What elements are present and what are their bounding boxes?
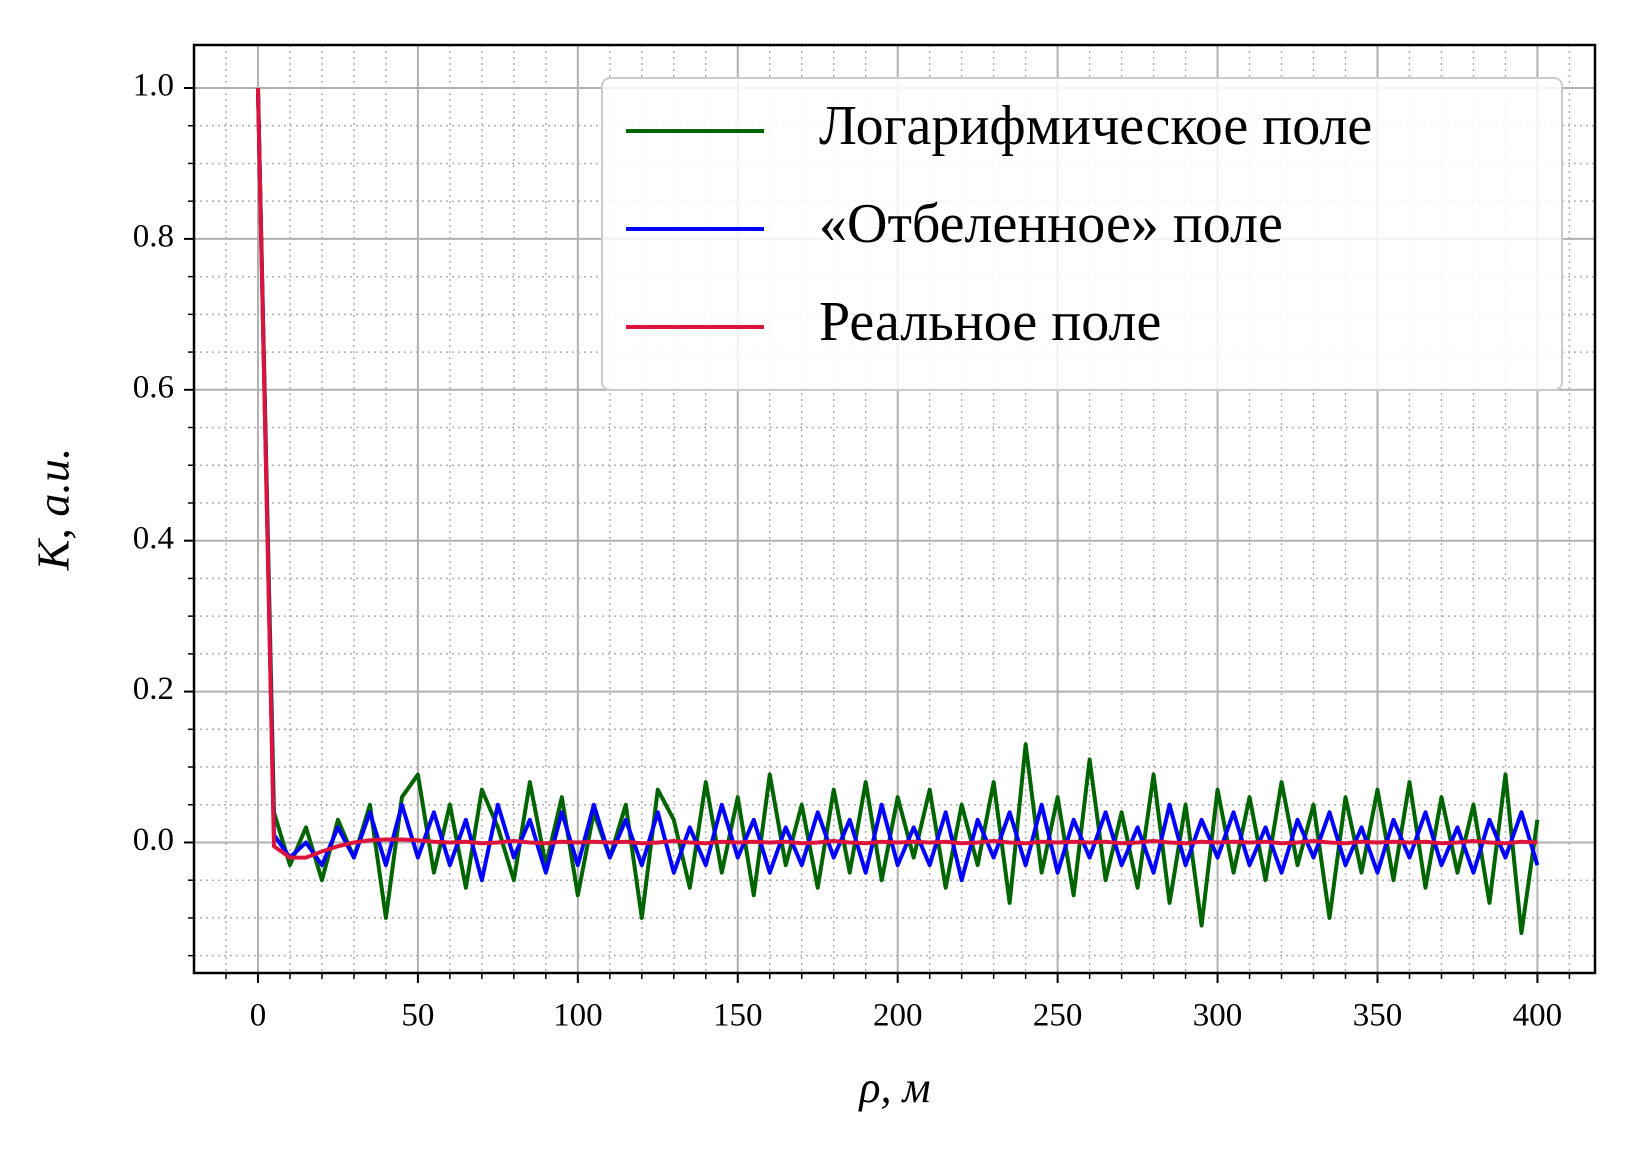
x-tick-label: 50 bbox=[401, 998, 434, 1034]
plot-frame bbox=[192, 43, 1597, 975]
y-tick-label: 0.4 bbox=[133, 520, 174, 556]
series-line bbox=[255, 87, 1538, 860]
x-tick-label: 0 bbox=[250, 998, 267, 1034]
legend-box bbox=[601, 77, 1563, 391]
x-tick-label: 300 bbox=[1193, 998, 1243, 1034]
x-tick-label: 350 bbox=[1353, 998, 1403, 1034]
y-tick-label: 0.2 bbox=[133, 671, 174, 707]
plot-lines bbox=[255, 87, 1540, 936]
y-tick-label: 0.6 bbox=[133, 369, 174, 405]
y-tick-label: 0.8 bbox=[133, 218, 174, 254]
x-tick-label: 400 bbox=[1513, 998, 1563, 1034]
legend-label: Реальное поле bbox=[819, 291, 1161, 353]
x-axis-label: ρ, м bbox=[857, 1063, 930, 1112]
x-tick-label: 250 bbox=[1033, 998, 1083, 1034]
y-tick-label: 0.0 bbox=[133, 822, 174, 858]
grid bbox=[194, 45, 1595, 973]
series-line bbox=[255, 87, 1540, 936]
y-tick-label: 1.0 bbox=[133, 68, 174, 104]
y-axis-label: K, a.u. bbox=[28, 448, 79, 572]
ticks: 0 50 100 150 200 250 300 350 400 0.0 0.2 0.4 0.6 0.8 1… bbox=[133, 68, 1571, 1034]
legend-label: Логарифмическое поле bbox=[819, 95, 1372, 157]
legend-label: «Отбеленное» поле bbox=[819, 193, 1283, 255]
series-line bbox=[255, 87, 1540, 883]
legend: Логарифмическое поле «Отбеленное» поле Реа… bbox=[601, 77, 1563, 391]
x-tick-label: 100 bbox=[553, 998, 603, 1034]
x-tick-label: 150 bbox=[713, 998, 763, 1034]
x-tick-label: 200 bbox=[873, 998, 923, 1034]
